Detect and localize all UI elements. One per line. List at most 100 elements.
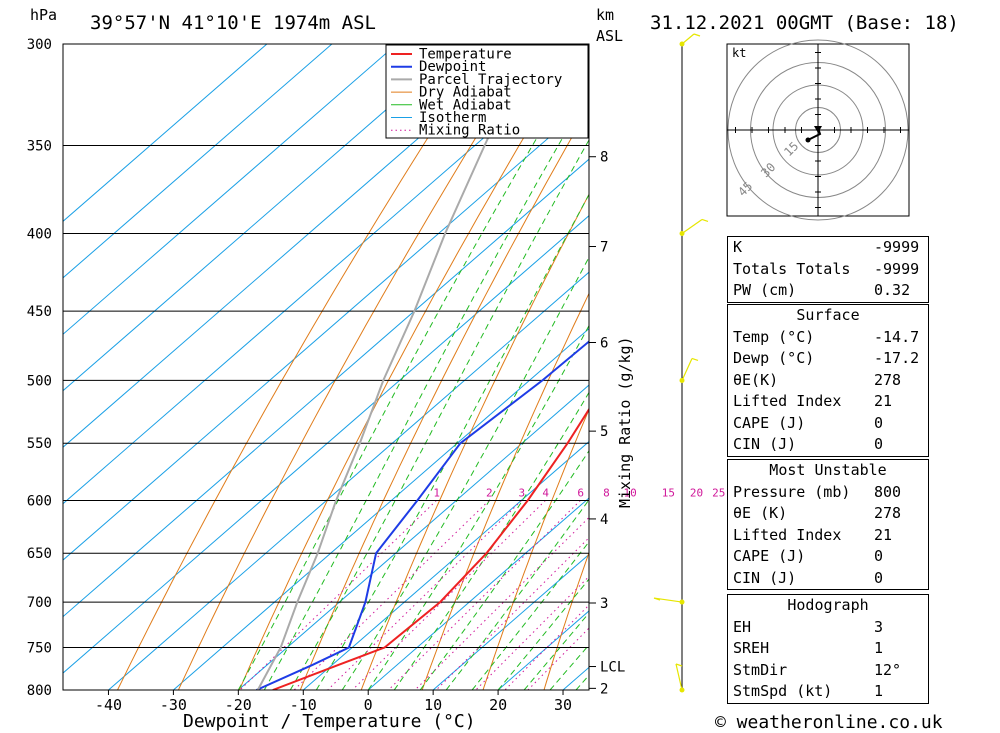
isobar-lines — [63, 43, 589, 691]
pressure-tick-label: 500 — [27, 373, 52, 389]
wind-barb — [653, 597, 683, 603]
stmdir-label: StmDir — [733, 660, 788, 679]
mu-cin-label: CIN (J) — [733, 568, 797, 587]
x-tick-label: -40 — [95, 696, 122, 714]
isotherm-line — [63, 158, 589, 618]
surface-cape-value: 0 — [874, 413, 884, 432]
series-temperature — [272, 407, 589, 690]
x-tick-label: 20 — [489, 696, 507, 714]
mu-cin-value: 0 — [874, 568, 884, 587]
isotherm-line — [63, 102, 589, 561]
wind-barb-flag — [701, 218, 709, 223]
wet-adiabat-line — [471, 541, 589, 690]
surface-theta-value: 278 — [874, 370, 902, 389]
mixing-ratio-label: 15 — [662, 487, 675, 500]
surface-cin-value: 0 — [874, 435, 884, 453]
surface-temp-label: Temp (°C) — [733, 327, 815, 346]
mixing-ratio-label: 4 — [542, 487, 549, 500]
mixing-ratio-line — [414, 516, 589, 690]
stmspd-value: 1 — [874, 682, 884, 700]
isotherm-line — [108, 271, 589, 690]
isotherm-line — [367, 497, 589, 690]
eh-value: 3 — [874, 617, 884, 636]
surface-temp-value: -14.7 — [874, 327, 920, 346]
mixing-ratio-label: 1 — [433, 487, 440, 500]
series-parcel-trajectory — [256, 65, 523, 690]
isotherm-line — [63, 214, 589, 674]
legend-label: Parcel Trajectory — [419, 72, 562, 88]
sreh-value: 1 — [874, 639, 884, 657]
pw-value: 0.32 — [874, 281, 911, 299]
wind-profile — [653, 33, 709, 693]
storm-motion-marker — [814, 126, 822, 133]
km-tick-label: LCL — [600, 660, 625, 676]
profile-series — [256, 65, 589, 690]
surface-table: Surface Temp (°C) -14.7 Dewp (°C) -17.2 θE… — [727, 304, 929, 457]
legend-label: Dry Adiabat — [419, 85, 512, 101]
legend-label: Wet Adiabat — [419, 97, 512, 113]
wind-barb — [675, 663, 683, 691]
asl-label: ASL — [596, 27, 623, 45]
x-tick-label: 0 — [364, 696, 373, 714]
km-tick-label: 4 — [600, 512, 608, 528]
copyright[interactable]: © weatheronline.co.uk — [715, 712, 943, 733]
mixing-ratio-label: 6 — [577, 487, 584, 500]
mixing-ratio-line — [504, 604, 589, 690]
pressure-tick-label: 650 — [27, 546, 52, 562]
dry-adiabat-line — [117, 44, 489, 690]
mixing-ratio-label: 25 — [712, 487, 725, 500]
mixing-ratio-label: 3 — [519, 487, 526, 500]
mu-cape-label: CAPE (J) — [733, 547, 806, 565]
hodograph-start-dot — [805, 137, 811, 143]
pressure-unit-label: hPa — [30, 6, 57, 24]
dry-adiabat-line — [543, 551, 589, 690]
eh-label: EH — [733, 617, 752, 636]
surface-li-label: Lifted Index — [733, 392, 842, 410]
pw-label: PW (cm) — [733, 281, 797, 299]
legend-box — [385, 44, 589, 139]
sreh-label: SREH — [733, 639, 770, 657]
dry-adiabat-line — [970, 44, 1000, 690]
legend-label: Mixing Ratio — [419, 123, 520, 139]
pressure-tick-label: 450 — [27, 304, 52, 320]
wind-level-dot — [679, 41, 685, 47]
location-title: 39°57'N 41°10'E 1974m ASL — [90, 12, 376, 34]
surface-title: Surface — [796, 306, 860, 324]
mu-cape-value: 0 — [874, 547, 884, 565]
wet-adiabat-line — [523, 612, 589, 690]
km-tick-label: 5 — [600, 424, 608, 440]
mixing-ratio-label: 8 — [603, 487, 610, 500]
mixing-ratio-label: 2 — [486, 487, 493, 500]
k-index-value: -9999 — [874, 238, 920, 256]
pressure-tick-label: 750 — [27, 641, 52, 657]
wet-adiabat-line — [263, 91, 589, 690]
isotherm-line — [63, 44, 463, 392]
pressure-tick-label: 800 — [27, 683, 52, 699]
km-tick-label: 7 — [600, 240, 608, 256]
pressure-tick-label: 700 — [27, 595, 52, 611]
wind-barb — [681, 218, 703, 234]
mixing-ratio-labels: 1 2 3 4 6 8 10 15 20 25 — [433, 487, 725, 500]
surface-cin-label: CIN (J) — [733, 435, 797, 453]
surface-dewp-label: Dewp (°C) — [733, 349, 815, 367]
x-axis-title: Dewpoint / Temperature (°C) — [183, 711, 476, 732]
isotherm-line — [63, 44, 268, 222]
indices-table: K -9999 Totals Totals -9999 PW (cm) 0.32 — [727, 236, 929, 303]
isotherm-line — [302, 440, 589, 690]
dry-adiabat-line — [238, 44, 581, 690]
wind-level-dot — [679, 377, 685, 383]
wind-barb-flag — [691, 357, 699, 362]
totals-totals-value: -9999 — [874, 259, 920, 278]
wind-level-dot — [679, 687, 685, 693]
wet-adiabat-line — [289, 138, 589, 690]
legend-label: Isotherm — [419, 110, 486, 126]
surface-theta-label: θE(K) — [733, 370, 779, 389]
mu-pressure-value: 800 — [874, 482, 902, 501]
pressure-tick-label: 350 — [27, 139, 52, 155]
wet-adiabat-line — [237, 49, 589, 690]
datetime-title: 31.12.2021 00GMT (Base: 18) — [650, 12, 959, 34]
surface-li-value: 21 — [874, 392, 893, 410]
